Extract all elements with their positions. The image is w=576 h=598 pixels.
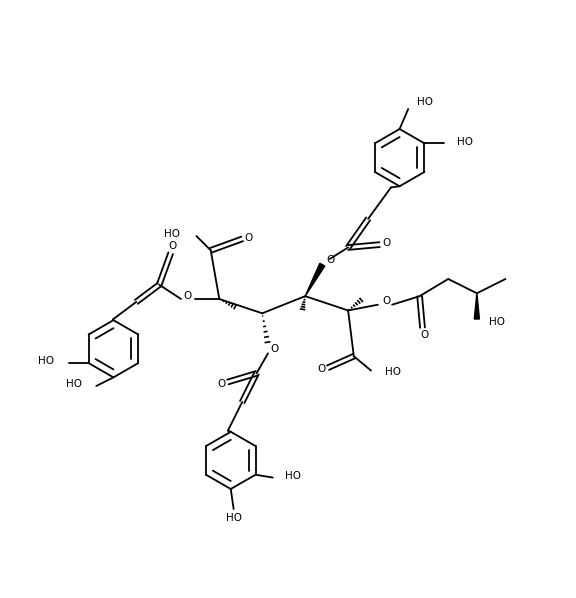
Text: O: O xyxy=(382,238,391,248)
Text: HO: HO xyxy=(285,471,301,481)
Text: HO: HO xyxy=(385,367,401,377)
Text: O: O xyxy=(271,344,279,355)
Text: O: O xyxy=(327,255,335,265)
Text: O: O xyxy=(420,330,429,340)
Text: HO: HO xyxy=(417,96,433,106)
Text: O: O xyxy=(317,364,325,374)
Text: O: O xyxy=(382,296,391,306)
Text: HO: HO xyxy=(457,136,473,147)
Text: HO: HO xyxy=(66,379,82,389)
Text: O: O xyxy=(184,291,192,301)
Text: HO: HO xyxy=(39,356,54,367)
Text: HO: HO xyxy=(226,512,241,523)
Text: O: O xyxy=(244,233,253,243)
Polygon shape xyxy=(474,293,479,319)
Polygon shape xyxy=(305,263,325,296)
Text: O: O xyxy=(217,379,225,389)
Text: O: O xyxy=(168,242,176,251)
Text: HO: HO xyxy=(164,229,180,239)
Text: HO: HO xyxy=(490,317,506,327)
